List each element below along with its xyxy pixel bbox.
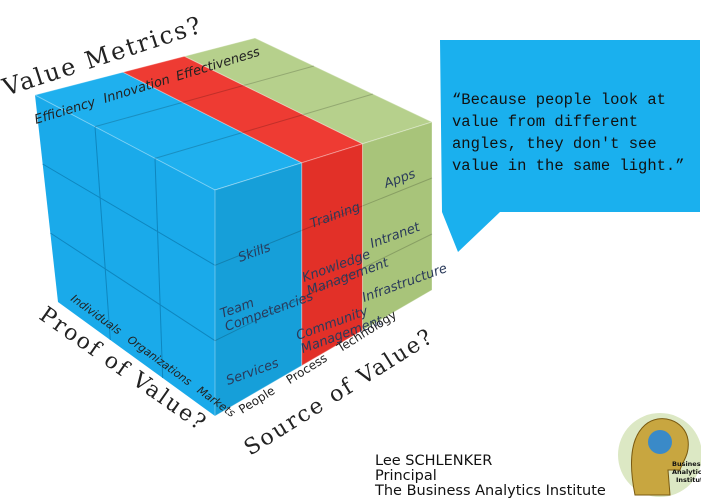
cube-grid — [303, 93, 374, 116]
cube-grid — [94, 126, 111, 341]
quote-line: angles, they don't see — [452, 135, 657, 153]
author-org: The Business Analytics Institute — [374, 483, 606, 499]
quote: “Because people look at value from diffe… — [452, 91, 685, 175]
cube-grid — [94, 101, 183, 128]
logo: Business Analytics Institute — [618, 413, 701, 497]
cube-grid — [301, 205, 363, 231]
cube-grid — [42, 163, 216, 266]
cube-right-strip — [362, 121, 433, 332]
cube-grid — [362, 177, 433, 207]
quote-callout — [440, 40, 700, 252]
cube-grid — [154, 132, 243, 159]
cube-grid — [154, 158, 164, 379]
quote-line: value from different — [452, 113, 638, 131]
logo-text: Business Analytics Institute — [672, 460, 701, 484]
quote-line: value in the same light.” — [452, 157, 685, 175]
cube-grid — [182, 84, 245, 103]
author-role: Principal — [375, 468, 437, 484]
logo-head — [631, 418, 689, 496]
cube-grid — [243, 65, 315, 86]
cube-grid — [301, 267, 363, 299]
cube-grid — [242, 114, 304, 134]
author: Lee SCHLENKER Principal The Business Ana… — [374, 453, 606, 499]
logo-line: Institute — [676, 476, 701, 484]
cube-grid — [50, 232, 216, 342]
cube-grid — [214, 229, 302, 266]
quote-line: “Because people look at — [452, 91, 666, 109]
logo-brain — [648, 430, 672, 454]
logo-line: Analytics — [672, 468, 701, 476]
cube: SkillsTeamCompetenciesServicesTrainingKn… — [33, 37, 449, 417]
cube-grid — [362, 233, 433, 269]
cube-grid — [214, 297, 303, 342]
cube-left-face — [35, 95, 215, 416]
logo-line: Business — [672, 460, 701, 468]
author-name: Lee SCHLENKER — [375, 453, 492, 469]
